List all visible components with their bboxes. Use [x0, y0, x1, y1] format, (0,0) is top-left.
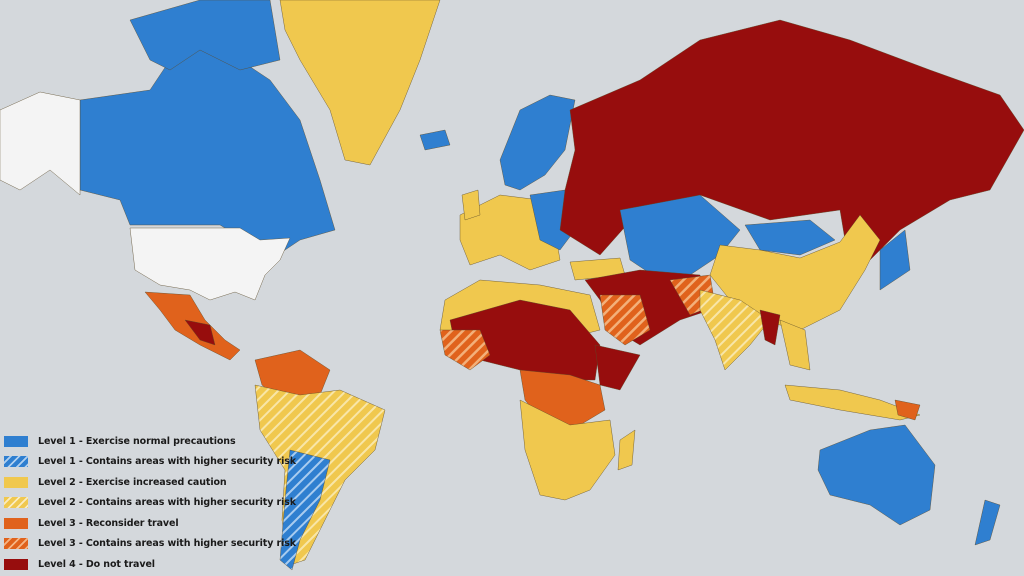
legend: Level 1 - Exercise normal precautions Le…	[4, 431, 296, 575]
horn-of-africa	[594, 344, 641, 391]
legend-item-level3-hatched: Level 3 - Contains areas with higher sec…	[4, 534, 296, 555]
kazakhstan	[619, 194, 741, 281]
usa	[129, 227, 291, 301]
legend-item-level2: Level 2 - Exercise increased caution	[4, 472, 296, 493]
legend-item-level1: Level 1 - Exercise normal precautions	[4, 431, 296, 452]
west-africa	[439, 329, 491, 371]
southern-africa	[519, 399, 616, 501]
japan	[879, 229, 911, 291]
legend-item-level4: Level 4 - Do not travel	[4, 554, 296, 575]
greenland	[279, 0, 441, 166]
myanmar	[759, 309, 781, 346]
india	[699, 289, 771, 371]
swatch-level3-hatched	[4, 538, 28, 550]
legend-item-level1-hatched: Level 1 - Contains areas with higher sec…	[4, 452, 296, 473]
alaska	[0, 91, 81, 196]
legend-item-level2-hatched: Level 2 - Contains areas with higher sec…	[4, 493, 296, 514]
swatch-level2	[4, 476, 28, 488]
swatch-level3	[4, 517, 28, 529]
argentina-chile	[279, 449, 331, 571]
scandinavia	[499, 94, 576, 191]
uk	[461, 189, 481, 221]
new-zealand	[974, 499, 1001, 546]
madagascar	[617, 429, 636, 471]
swatch-level1-hatched	[4, 456, 28, 468]
saudi-arabia	[599, 294, 651, 346]
iceland	[419, 129, 451, 151]
canada-islands	[129, 0, 281, 71]
canada	[79, 39, 336, 261]
swatch-level2-hatched	[4, 497, 28, 509]
southeast-asia	[779, 319, 811, 371]
papua-new-guinea	[894, 399, 921, 421]
swatch-level1	[4, 435, 28, 447]
central-america	[184, 319, 216, 346]
australia	[817, 424, 936, 526]
legend-item-level3: Level 3 - Reconsider travel	[4, 513, 296, 534]
swatch-level4	[4, 558, 28, 570]
mongolia	[744, 219, 836, 256]
